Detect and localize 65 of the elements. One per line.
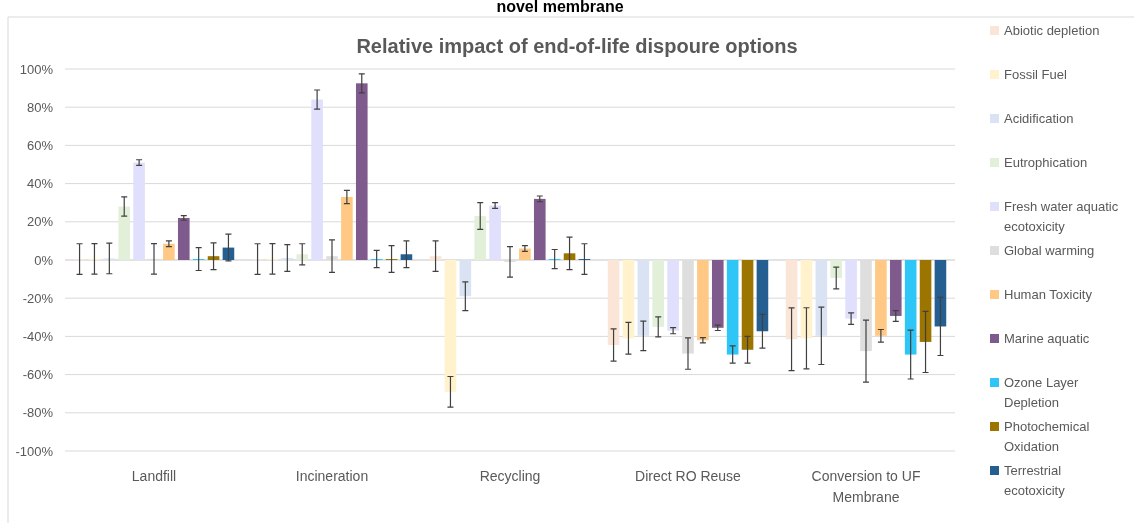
bar [845,260,857,319]
bar [207,256,220,260]
legend-label: Fresh water aquatic ecotoxicity [1004,199,1119,234]
bar [163,243,175,260]
x-tick-label: Direct RO Reuse [635,468,742,484]
y-tick-label: 80% [26,99,54,115]
legend-label: Photochemical Oxidation [1004,419,1090,454]
bar [697,260,709,341]
y-tick-label: -100% [15,443,54,459]
bar [815,260,828,336]
y-tick-label: 0% [34,252,54,268]
bar [489,205,501,260]
bar [133,162,145,260]
bar [637,260,650,336]
bar [622,260,635,339]
bar [444,260,457,392]
legend-label: Eutrophication [1004,155,1088,170]
y-tick-label: -80% [22,405,54,421]
bar [118,206,131,260]
y-tick-label: -60% [22,367,54,383]
bar [652,260,665,327]
chart-title: Relative impact of end-of-life dispoure options [356,35,798,57]
y-tick-label: 40% [26,176,54,192]
bar [904,260,917,355]
bar [563,253,576,260]
bar [296,254,309,260]
bar [800,260,813,339]
x-tick-label: Incineration [295,468,369,484]
bar [726,260,739,355]
legend-label: Ozone Layer Depletion [1004,375,1080,410]
legend-label: Terrestrial ecotoxicity [1004,463,1066,498]
bar [875,260,887,336]
y-tick-label: 20% [26,214,54,230]
bar [934,260,947,327]
bar [889,260,902,316]
bar [607,260,620,345]
y-tick-label: -40% [22,328,54,344]
bar [756,260,769,332]
x-tick-label: Conversion to UF Membrane [811,468,921,505]
legend-label: Acidification [1004,111,1074,126]
bar [311,99,323,260]
legend-label: Fossil Fuel [1004,67,1067,82]
bar [533,198,546,260]
text: novel membrane [496,0,624,15]
bar [785,260,798,340]
bar [919,260,932,342]
bar [341,196,353,260]
bar [177,217,190,260]
bar [519,248,531,260]
bar [474,216,487,260]
legend-label: Marine aquatic [1004,331,1090,346]
legend-label: Global warming [1004,243,1095,258]
x-tick-label: Landfill [131,468,177,484]
y-tick-label: 100% [19,61,54,77]
legend-label: Abiotic depletion [1004,23,1100,38]
x-tick-label: Recycling [479,468,541,484]
y-tick-label: 60% [26,137,54,153]
bar [741,260,754,350]
bar [400,254,413,260]
bar [667,260,679,331]
y-tick-label: -20% [22,290,54,306]
bar [355,83,368,260]
bar [711,260,724,328]
legend-label: Human Toxicity [1004,287,1093,302]
bar [429,256,442,260]
